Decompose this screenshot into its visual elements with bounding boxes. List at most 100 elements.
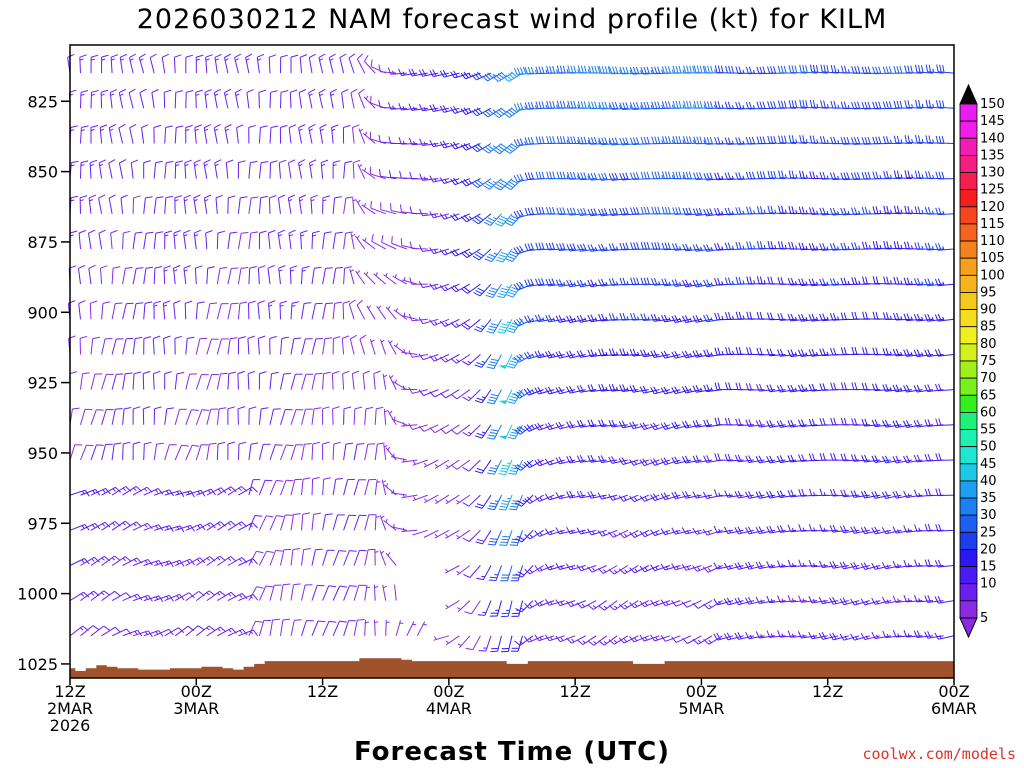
wind-barb-feather <box>228 195 236 199</box>
wind-barb-feather <box>497 256 505 261</box>
wind-barb <box>217 591 237 602</box>
wind-barb-half-feather <box>468 251 473 255</box>
wind-barb-feather <box>500 71 507 78</box>
wind-barb-half-feather <box>445 568 449 573</box>
wind-barb-feather <box>282 583 291 586</box>
wind-barb-feather <box>727 277 731 285</box>
wind-barb <box>258 89 267 109</box>
wind-barb-half-feather <box>539 566 543 571</box>
wind-barb-feather <box>818 632 824 640</box>
wind-barb-feather <box>745 101 750 110</box>
wind-barb-feather <box>488 399 496 402</box>
wind-barb <box>489 600 502 617</box>
wind-barb-feather <box>98 159 107 164</box>
wind-barb <box>714 172 734 181</box>
wind-barb-feather <box>717 207 721 216</box>
wind-barb-staff <box>120 197 124 214</box>
wind-barb-feather <box>515 538 523 543</box>
wind-barb-feather <box>268 300 276 304</box>
wind-barb <box>332 196 342 214</box>
wind-barb-feather <box>692 244 697 252</box>
wind-barb-feather <box>519 245 524 253</box>
wind-barb-feather <box>643 277 647 285</box>
wind-barb-feather <box>155 160 163 164</box>
wind-barb <box>248 231 259 250</box>
wind-barb-feather <box>442 105 448 112</box>
wind-barb-feather <box>514 640 521 646</box>
wind-barb-feather <box>193 159 201 164</box>
wind-barb-half-feather <box>634 568 638 572</box>
wind-barb <box>257 265 266 285</box>
wind-barb-half-feather <box>80 627 84 631</box>
wind-barb-feather <box>464 322 471 328</box>
wind-barb-half-feather <box>100 128 104 131</box>
wind-barb <box>343 478 355 496</box>
wind-barb <box>639 458 660 467</box>
wind-barb-feather <box>214 88 222 94</box>
wind-barb-feather <box>650 599 656 607</box>
wind-barb <box>440 389 460 399</box>
wind-barb <box>290 583 301 601</box>
wind-barb-feather <box>812 171 816 179</box>
wind-barb-feather <box>490 323 499 326</box>
wind-barb-staff <box>422 213 439 217</box>
wind-barb-half-feather <box>412 461 416 465</box>
wind-barb <box>401 458 418 463</box>
wind-barb-feather <box>498 292 506 296</box>
wind-barb <box>174 90 184 109</box>
wind-barb-feather <box>799 170 802 179</box>
wind-barb <box>311 372 323 390</box>
wind-barb-half-feather <box>101 523 106 527</box>
wind-barb-feather <box>819 488 823 496</box>
wind-barb-feather <box>727 207 732 215</box>
wind-barb-feather <box>203 124 212 129</box>
wind-barb-staff <box>322 550 328 566</box>
wind-barb-feather <box>672 100 676 109</box>
wind-barb-staff <box>269 585 275 601</box>
wind-barb <box>100 265 108 285</box>
wind-barb-feather <box>325 267 333 269</box>
wind-barb <box>555 635 576 643</box>
wind-barb-half-feather <box>365 95 369 100</box>
wind-barb-half-feather <box>626 387 629 391</box>
wind-barb-half-feather <box>468 108 472 113</box>
wind-barb <box>439 248 460 256</box>
wind-barb-feather <box>318 620 326 623</box>
wind-barb-half-feather <box>823 563 826 568</box>
wind-barb-feather <box>483 185 490 190</box>
wind-barb-half-feather <box>689 282 693 287</box>
wind-barb-feather <box>450 322 457 328</box>
wind-barb <box>660 457 681 466</box>
wind-barb <box>88 264 96 285</box>
wind-barb <box>280 514 293 531</box>
wind-barb <box>343 514 357 531</box>
wind-barb-staff <box>416 621 426 637</box>
wind-barb-staff <box>343 515 350 531</box>
wind-barb-half-feather <box>134 630 138 635</box>
wind-barb-half-feather <box>214 93 219 96</box>
wind-barb-feather <box>514 429 521 435</box>
wind-barb <box>280 90 289 109</box>
wind-barb-feather <box>695 244 700 252</box>
wind-barb-feather <box>489 576 498 579</box>
wind-barb-half-feather <box>549 495 553 500</box>
wind-barb-feather <box>808 278 813 286</box>
wind-barb <box>486 319 502 334</box>
wind-barb-staff <box>258 92 260 109</box>
wind-barb-feather <box>611 137 616 145</box>
wind-barb-feather <box>703 603 710 610</box>
wind-barb-feather <box>590 244 595 252</box>
wind-barb-feather <box>674 279 679 287</box>
wind-barb <box>248 479 261 496</box>
wind-barb-feather <box>500 143 507 149</box>
wind-barb <box>111 592 132 602</box>
wind-barb-feather <box>544 458 550 466</box>
wind-barb <box>225 159 234 179</box>
wind-barb-feather <box>773 66 777 74</box>
wind-barb-feather <box>334 196 342 199</box>
wind-barb-feather <box>724 277 728 285</box>
wind-barb <box>129 53 137 74</box>
wind-barb-feather <box>489 325 497 329</box>
wind-barb-feather <box>237 370 245 375</box>
wind-barb-feather <box>802 170 805 179</box>
